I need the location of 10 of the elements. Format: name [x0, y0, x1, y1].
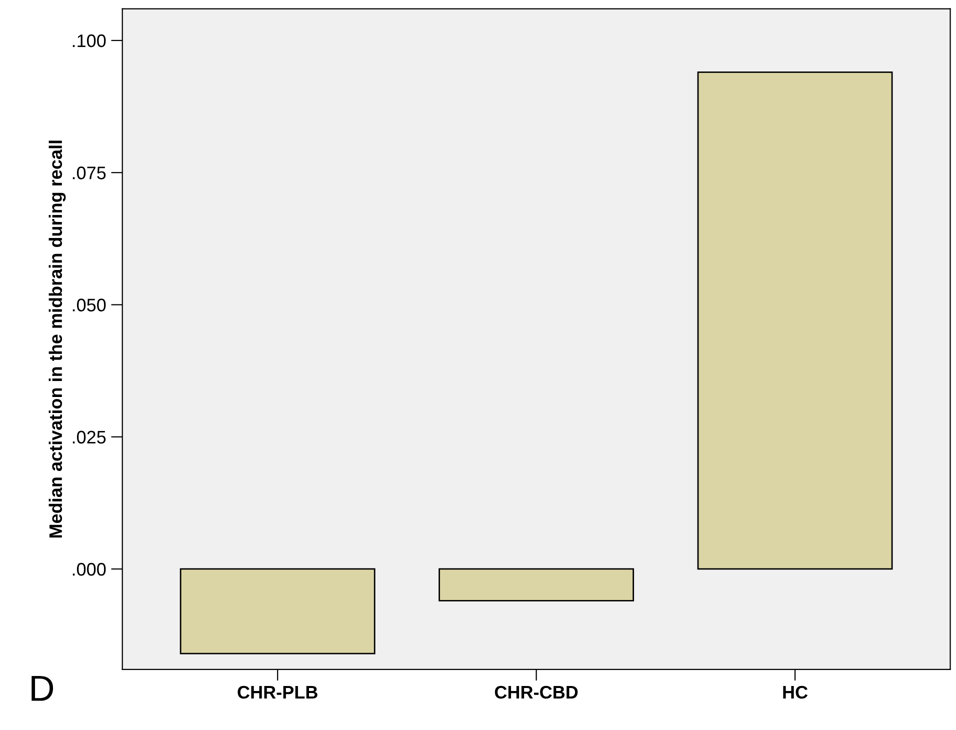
text: D — [32, 676, 54, 701]
y-axis-title: Median activation in the midbrain during recall — [48, 140, 66, 538]
y-tick-label: .000 — [72, 562, 106, 576]
y-tick-label: .100 — [72, 34, 106, 48]
x-tick-label: HC — [783, 686, 808, 699]
y-tick-label: .050 — [72, 298, 106, 312]
y-tick-label: .075 — [72, 166, 106, 180]
x-tick-label: CHR-CBD — [494, 686, 578, 699]
x-tick-label: CHR-PLB — [238, 686, 318, 699]
y-tick-label: .025 — [72, 430, 106, 444]
